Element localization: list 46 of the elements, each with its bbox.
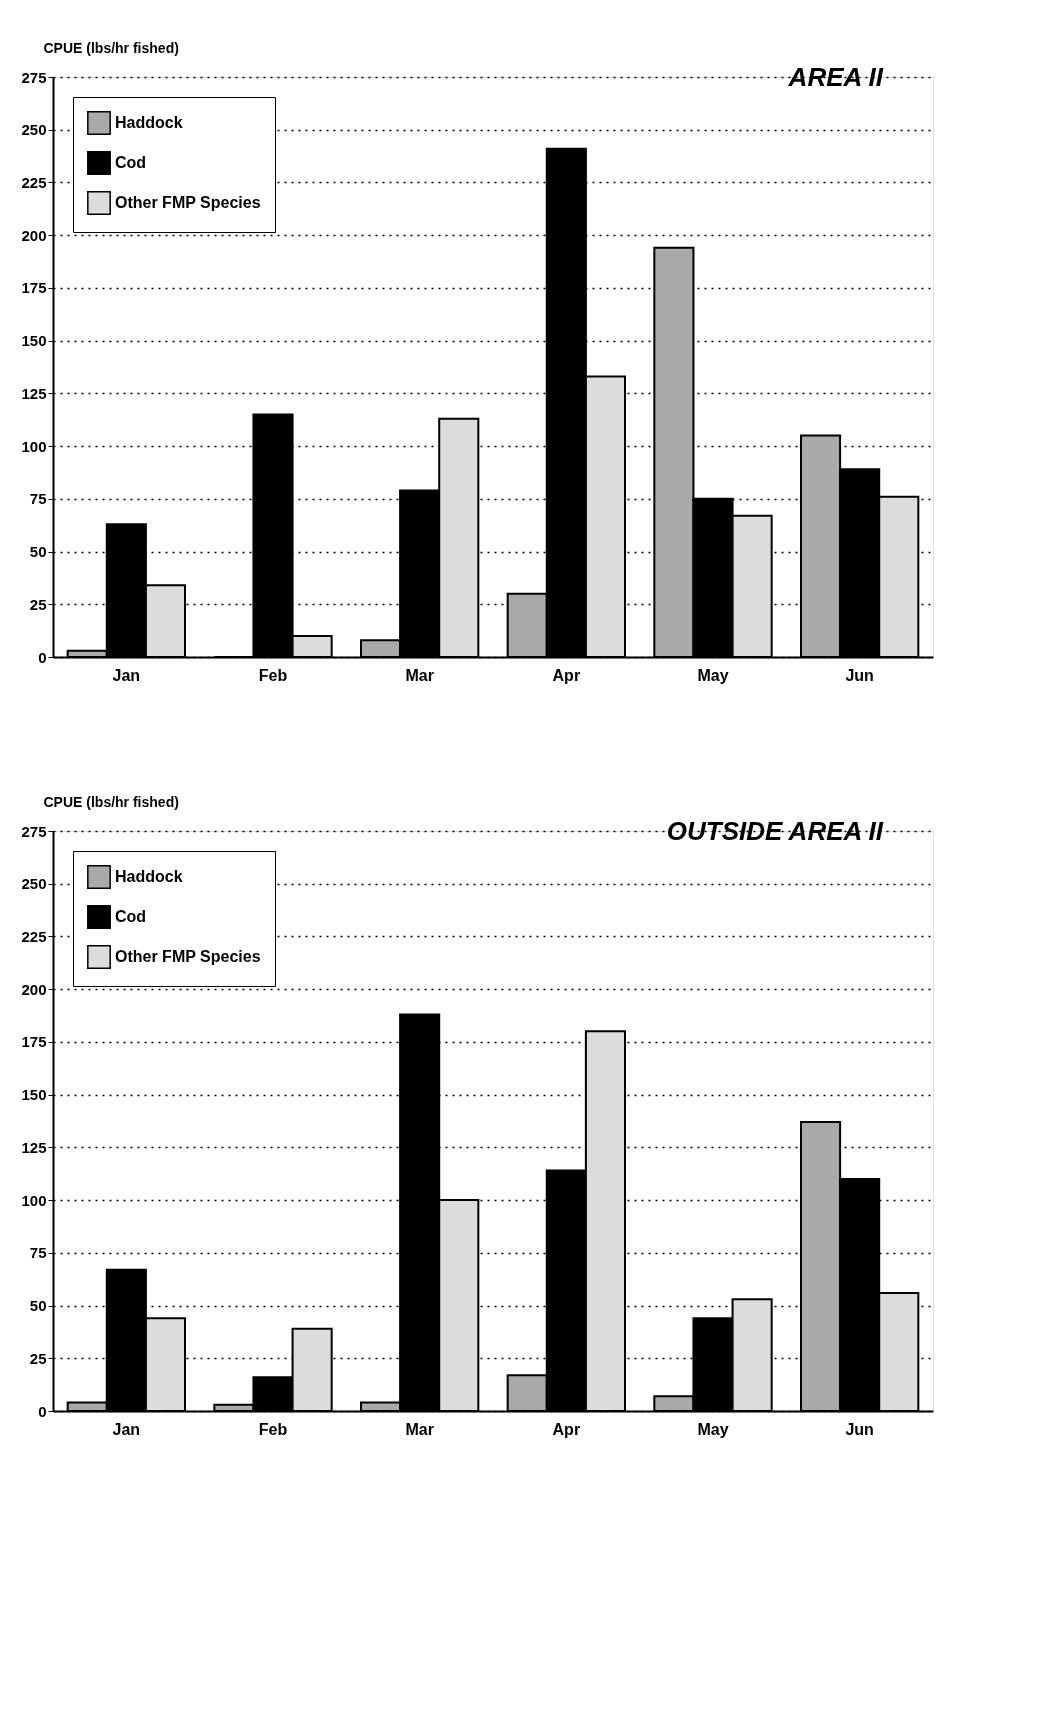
y-axis-title: CPUE (lbs/hr fished) — [43, 39, 179, 56]
y-tick-label: 75 — [29, 1244, 47, 1262]
x-tick-label: May — [697, 1420, 729, 1438]
legend-label: Haddock — [115, 868, 183, 885]
legend-label: Haddock — [115, 114, 183, 131]
legend-label: Other FMP Species — [115, 948, 261, 965]
y-tick-label: 175 — [21, 279, 47, 297]
y-axis-title: CPUE (lbs/hr fished) — [43, 793, 179, 810]
x-tick-label: Jan — [112, 666, 141, 684]
chart-title: AREA II — [787, 62, 884, 92]
x-tick-label: Mar — [405, 1420, 434, 1438]
x-tick-label: Jun — [845, 666, 874, 684]
x-tick-label: Feb — [258, 666, 288, 684]
y-tick-label: 225 — [21, 927, 47, 945]
y-tick-label: 175 — [21, 1033, 47, 1051]
y-tick-label: 200 — [21, 226, 47, 244]
y-tick-label: 200 — [21, 980, 47, 998]
x-tick-label: Jan — [112, 1420, 141, 1438]
x-tick-label: Mar — [405, 666, 434, 684]
y-tick-label: 125 — [21, 1138, 47, 1156]
y-tick-label: 25 — [29, 595, 47, 613]
y-tick-label: 225 — [21, 173, 47, 191]
legend-label: Other FMP Species — [115, 194, 261, 211]
y-tick-label: 125 — [21, 384, 47, 402]
x-tick-label: Feb — [258, 1420, 288, 1438]
x-tick-label: Jun — [845, 1420, 874, 1438]
y-tick-label: 275 — [21, 822, 47, 840]
x-tick-label: Apr — [552, 1420, 581, 1438]
y-tick-label: 275 — [21, 68, 47, 86]
y-tick-label: 250 — [21, 121, 47, 139]
x-tick-label: May — [697, 666, 729, 684]
y-tick-label: 0 — [38, 648, 47, 666]
y-tick-label: 150 — [21, 1086, 47, 1104]
y-tick-label: 50 — [29, 543, 47, 561]
y-tick-label: 0 — [38, 1402, 47, 1420]
y-tick-label: 150 — [21, 332, 47, 350]
y-tick-label: 250 — [21, 875, 47, 893]
chart-title: OUTSIDE AREA II — [666, 816, 884, 846]
y-tick-label: 100 — [21, 437, 47, 455]
y-tick-label: 100 — [21, 1191, 47, 1209]
x-tick-label: Apr — [552, 666, 581, 684]
legend-label: Cod — [115, 154, 147, 171]
legend-label: Cod — [115, 908, 147, 925]
y-tick-label: 75 — [29, 490, 47, 508]
y-tick-label: 25 — [29, 1349, 47, 1367]
y-tick-label: 50 — [29, 1297, 47, 1315]
